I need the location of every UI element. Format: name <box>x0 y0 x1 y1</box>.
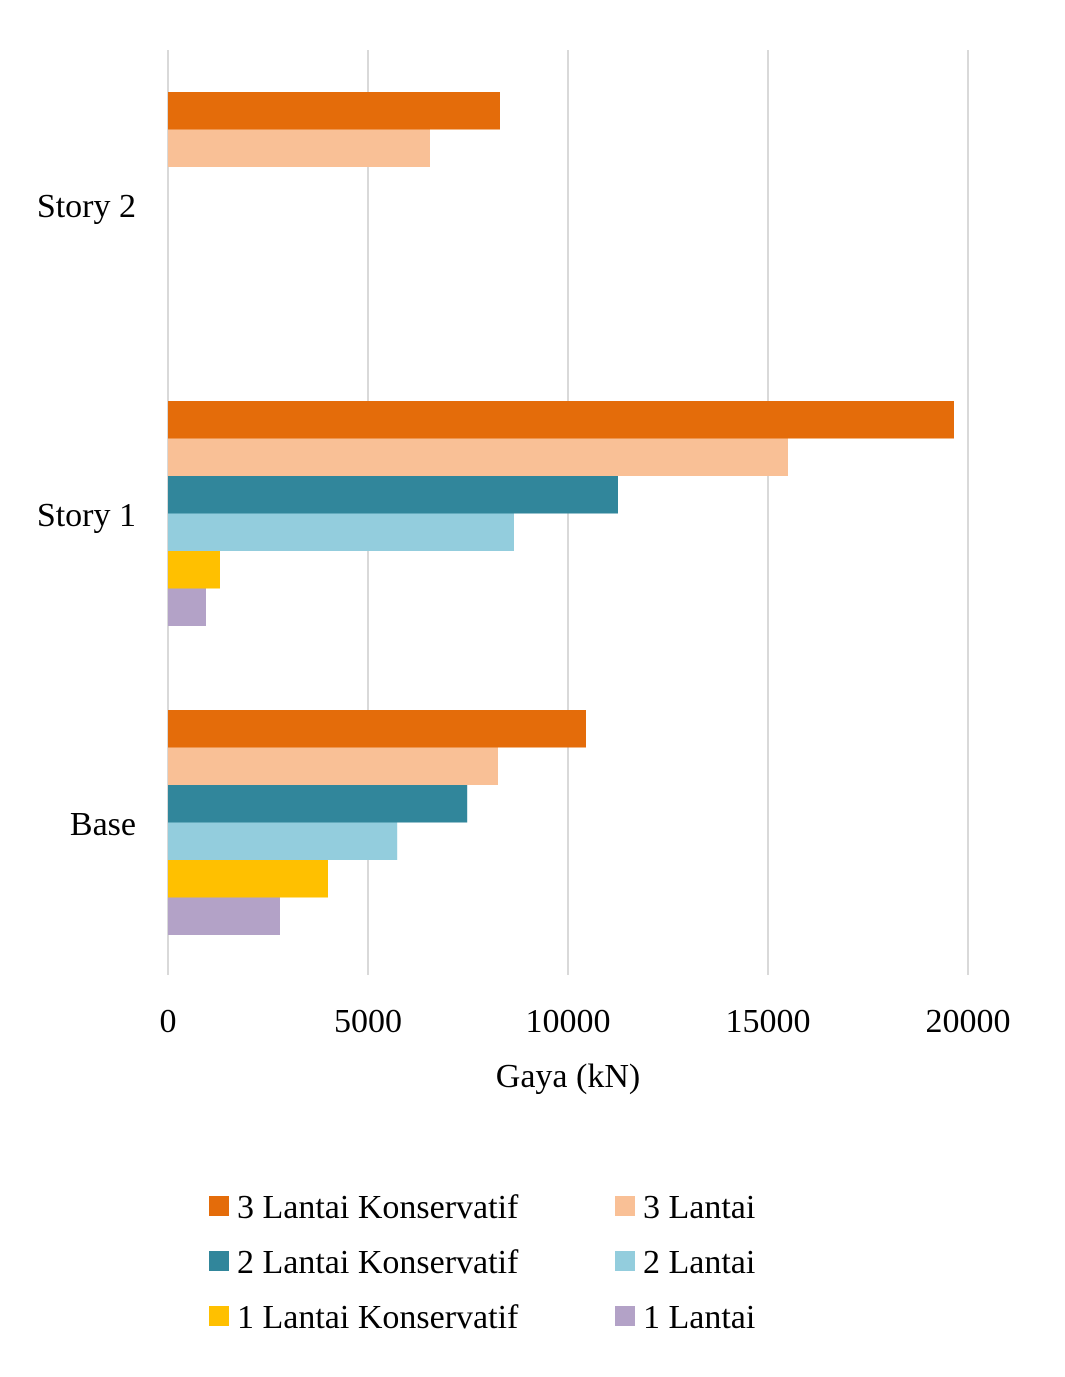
x-tick-label: 15000 <box>726 1003 811 1040</box>
bar-base-1-lantai <box>168 897 280 935</box>
bar-story-1-1-lantai <box>168 588 206 626</box>
legend-label: 1 Lantai Konservatif <box>237 1299 519 1336</box>
legend-label: 3 Lantai Konservatif <box>237 1189 519 1226</box>
category-label: Story 2 <box>37 188 136 225</box>
legend-swatch <box>209 1251 229 1271</box>
legend-swatch <box>209 1306 229 1326</box>
bar-story-1-3-lantai <box>168 438 788 476</box>
bars <box>168 92 954 935</box>
x-tick-label: 0 <box>160 1003 177 1040</box>
legend: 3 Lantai Konservatif 3 Lantai 2 Lantai Kon… <box>209 1189 755 1336</box>
bar-story-2-3-lantai-konservatif <box>168 92 500 130</box>
category-label: Story 1 <box>37 497 136 534</box>
legend-label: 3 Lantai <box>643 1189 755 1226</box>
x-axis-title: Gaya (kN) <box>496 1058 640 1095</box>
x-tick-label: 5000 <box>334 1003 402 1040</box>
bar-base-3-lantai-konservatif <box>168 710 586 748</box>
legend-swatch <box>209 1196 229 1216</box>
bar-story-1-2-lantai-konservatif <box>168 476 618 514</box>
legend-item: 2 Lantai <box>615 1244 755 1281</box>
legend-item: 3 Lantai Konservatif <box>209 1189 519 1226</box>
legend-swatch <box>615 1306 635 1326</box>
category-label: Base <box>70 806 136 843</box>
legend-label: 2 Lantai <box>643 1244 755 1281</box>
bar-story-2-3-lantai <box>168 129 430 167</box>
bar-base-2-lantai <box>168 822 398 860</box>
bar-story-1-2-lantai <box>168 513 514 551</box>
legend-swatch <box>615 1196 635 1216</box>
x-tick-labels: 0 5000 10000 15000 20000 <box>160 1003 1011 1040</box>
x-tick-label: 10000 <box>526 1003 611 1040</box>
legend-label: 1 Lantai <box>643 1299 755 1336</box>
legend-item: 1 Lantai <box>615 1299 755 1336</box>
category-labels: Story 2 Story 1 Base <box>37 188 136 843</box>
bar-story-1-3-lantai-konservatif <box>168 401 954 439</box>
bar-base-2-lantai-konservatif <box>168 785 468 823</box>
legend-swatch <box>615 1251 635 1271</box>
legend-label: 2 Lantai Konservatif <box>237 1244 519 1281</box>
bar-base-3-lantai <box>168 747 498 785</box>
x-tick-label: 20000 <box>926 1003 1011 1040</box>
legend-item: 1 Lantai Konservatif <box>209 1299 519 1336</box>
bar-base-1-lantai-konservatif <box>168 860 328 898</box>
bar-story-1-1-lantai-konservatif <box>168 551 220 589</box>
legend-item: 3 Lantai <box>615 1189 755 1226</box>
legend-item: 2 Lantai Konservatif <box>209 1244 519 1281</box>
